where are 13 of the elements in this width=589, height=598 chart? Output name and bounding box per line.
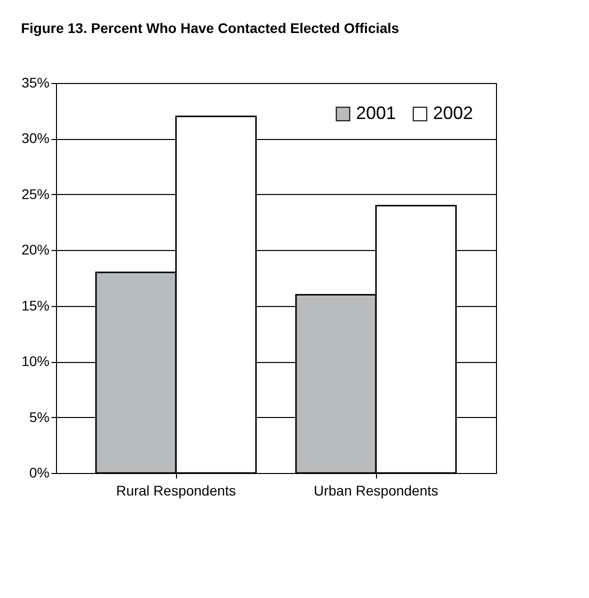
y-tick-label: 10% [21,353,50,370]
y-tick-label: 35% [21,74,50,90]
y-tick-label: 0% [29,464,50,480]
y-tick-label: 25% [21,186,50,202]
chart-title: Figure 13. Percent Who Have Contacted Elected Officials [20,20,400,36]
legend-label: 2001 [356,103,396,123]
y-tick-label: 30% [21,130,50,146]
legend-label: 2002 [433,103,474,123]
y-tick-label: 20% [21,242,50,258]
x-tick-label: Rural Respondents [116,482,236,498]
x-tick-label: Urban Respondents [314,482,438,498]
y-tick-label: 5% [29,408,50,425]
y-tick-label: 15% [21,297,50,314]
